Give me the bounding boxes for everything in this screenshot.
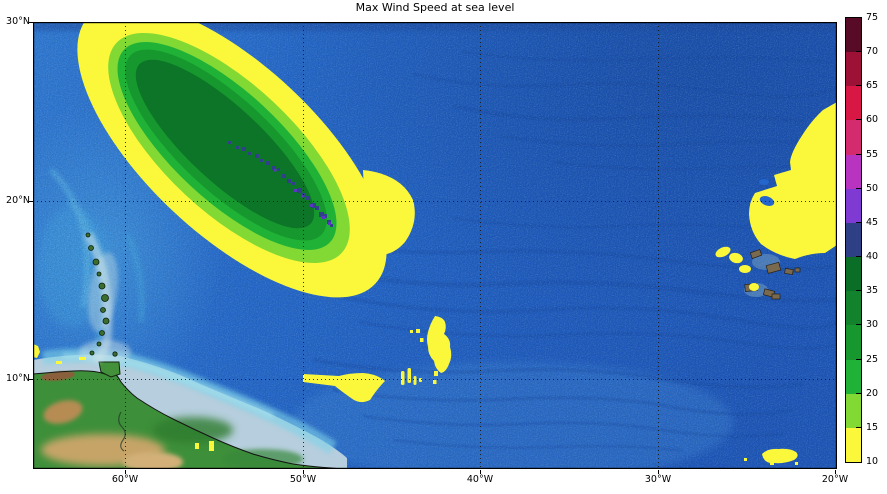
colorbar-tick-label: 70 — [866, 46, 879, 58]
track-dot — [319, 212, 324, 217]
left-edge-sliver — [33, 344, 40, 358]
colorbar-segment-40-45 — [846, 222, 861, 258]
y-tick-label: 10°N — [6, 373, 30, 384]
colorbar-segment-15-20 — [846, 393, 861, 428]
southeast-patch — [762, 448, 798, 464]
colorbar-segment-60-65 — [846, 86, 861, 121]
track-dot — [310, 204, 313, 207]
colorbar-tick-label: 20 — [866, 387, 879, 399]
swath-se-bump — [363, 170, 415, 255]
colorbar-tick-label: 15 — [866, 421, 879, 433]
colorbar-tick-mark — [856, 153, 861, 155]
x-tick-mark — [303, 470, 304, 474]
colorbar-tick-label: 30 — [866, 319, 879, 331]
y-tick-mark — [29, 22, 33, 23]
colorbar-tick-label: 75 — [866, 12, 879, 23]
colorbar-tick-mark — [856, 256, 861, 258]
track-dot — [315, 206, 319, 210]
x-tick-label: 50°W — [289, 474, 317, 485]
track-dot — [242, 147, 246, 151]
colorbar-segment-55-60 — [846, 120, 861, 155]
colorbar — [845, 17, 862, 463]
colorbar-segment-10-15 — [846, 427, 861, 463]
colorbar-tick-label: 50 — [866, 182, 879, 194]
track-dot — [292, 182, 295, 185]
x-tick-mark — [658, 470, 659, 474]
x-tick-mark — [835, 470, 836, 474]
x-tick-label: 40°W — [466, 474, 494, 485]
track-dot — [248, 152, 251, 155]
x-tick-label: 20°W — [821, 474, 849, 485]
track-dot — [297, 188, 302, 193]
colorbar-segment-50-55 — [846, 154, 861, 189]
storm-track-dots-peak — [274, 169, 331, 225]
wind-band-30-40 — [135, 59, 315, 229]
lesser-antilles-islands — [84, 231, 118, 364]
coastline — [33, 370, 346, 469]
y-tick-mark — [29, 379, 33, 380]
plot-frame — [33, 22, 837, 469]
colorbar-tick-label: 40 — [866, 251, 879, 263]
track-dot — [282, 174, 286, 178]
river — [118, 411, 126, 452]
track-dot — [228, 141, 231, 144]
x-tick-label: 30°W — [644, 474, 672, 485]
track-dot — [255, 154, 259, 158]
colorbar-segment-25-30 — [846, 325, 861, 360]
colorbar-tick-mark — [856, 187, 861, 189]
colorbar-tick-mark — [856, 358, 861, 360]
x-tick-mark — [480, 470, 481, 474]
plot-title: Max Wind Speed at sea level — [355, 1, 515, 14]
map-plot-area — [33, 22, 837, 469]
colorbar-tick-label: 65 — [866, 80, 879, 92]
graticule-gridlines — [33, 22, 837, 469]
y-tick-label: 30°N — [6, 16, 30, 27]
track-dot — [272, 166, 276, 170]
colorbar-segment-70-75 — [846, 18, 861, 53]
track-dot — [294, 189, 297, 192]
south-america-land — [33, 361, 346, 469]
x-tick-label: 60°W — [111, 474, 139, 485]
colorbar-segment-35-40 — [846, 257, 861, 292]
northeast-patch — [749, 102, 837, 259]
colorbar-tick-label: 25 — [866, 353, 879, 365]
y-tick-mark — [29, 201, 33, 202]
central-patch-west — [303, 373, 385, 403]
track-dot — [322, 216, 325, 219]
track-dot — [260, 159, 263, 162]
colorbar-tick-label: 10 — [866, 456, 879, 467]
track-dot — [306, 196, 310, 200]
track-dot — [236, 146, 239, 149]
track-dot — [266, 161, 270, 165]
colorbar-tick-mark — [856, 51, 861, 53]
track-dot — [301, 195, 304, 198]
colorbar-tick-mark — [856, 85, 861, 87]
colorbar-segment-45-50 — [846, 188, 861, 223]
colorbar-segment-65-70 — [846, 52, 861, 87]
x-tick-mark — [125, 470, 126, 474]
central-patch-east — [427, 316, 452, 373]
colorbar-segment-30-35 — [846, 291, 861, 326]
colorbar-tick-label: 35 — [866, 285, 879, 297]
colorbar-tick-mark — [856, 221, 861, 223]
trinidad-island — [98, 361, 121, 378]
track-dot — [311, 203, 316, 208]
colorbar-tick-mark — [856, 426, 861, 428]
colorbar-tick-label: 60 — [866, 114, 879, 126]
track-dot — [287, 179, 291, 183]
y-tick-label: 20°N — [6, 195, 30, 206]
track-dot — [274, 169, 277, 172]
northeast-patch-holes — [759, 179, 775, 206]
track-dot — [330, 224, 333, 227]
colorbar-tick-label: 55 — [866, 148, 879, 160]
colorbar-tick-label: 45 — [866, 216, 879, 228]
track-dot — [277, 168, 280, 171]
colorbar-segment-20-25 — [846, 359, 861, 394]
colorbar-tick-mark — [856, 119, 861, 121]
track-dot — [328, 222, 331, 225]
colorbar-tick-mark — [856, 324, 861, 326]
colorbar-tick-mark — [856, 392, 861, 394]
colorbar-tick-mark — [856, 290, 861, 292]
